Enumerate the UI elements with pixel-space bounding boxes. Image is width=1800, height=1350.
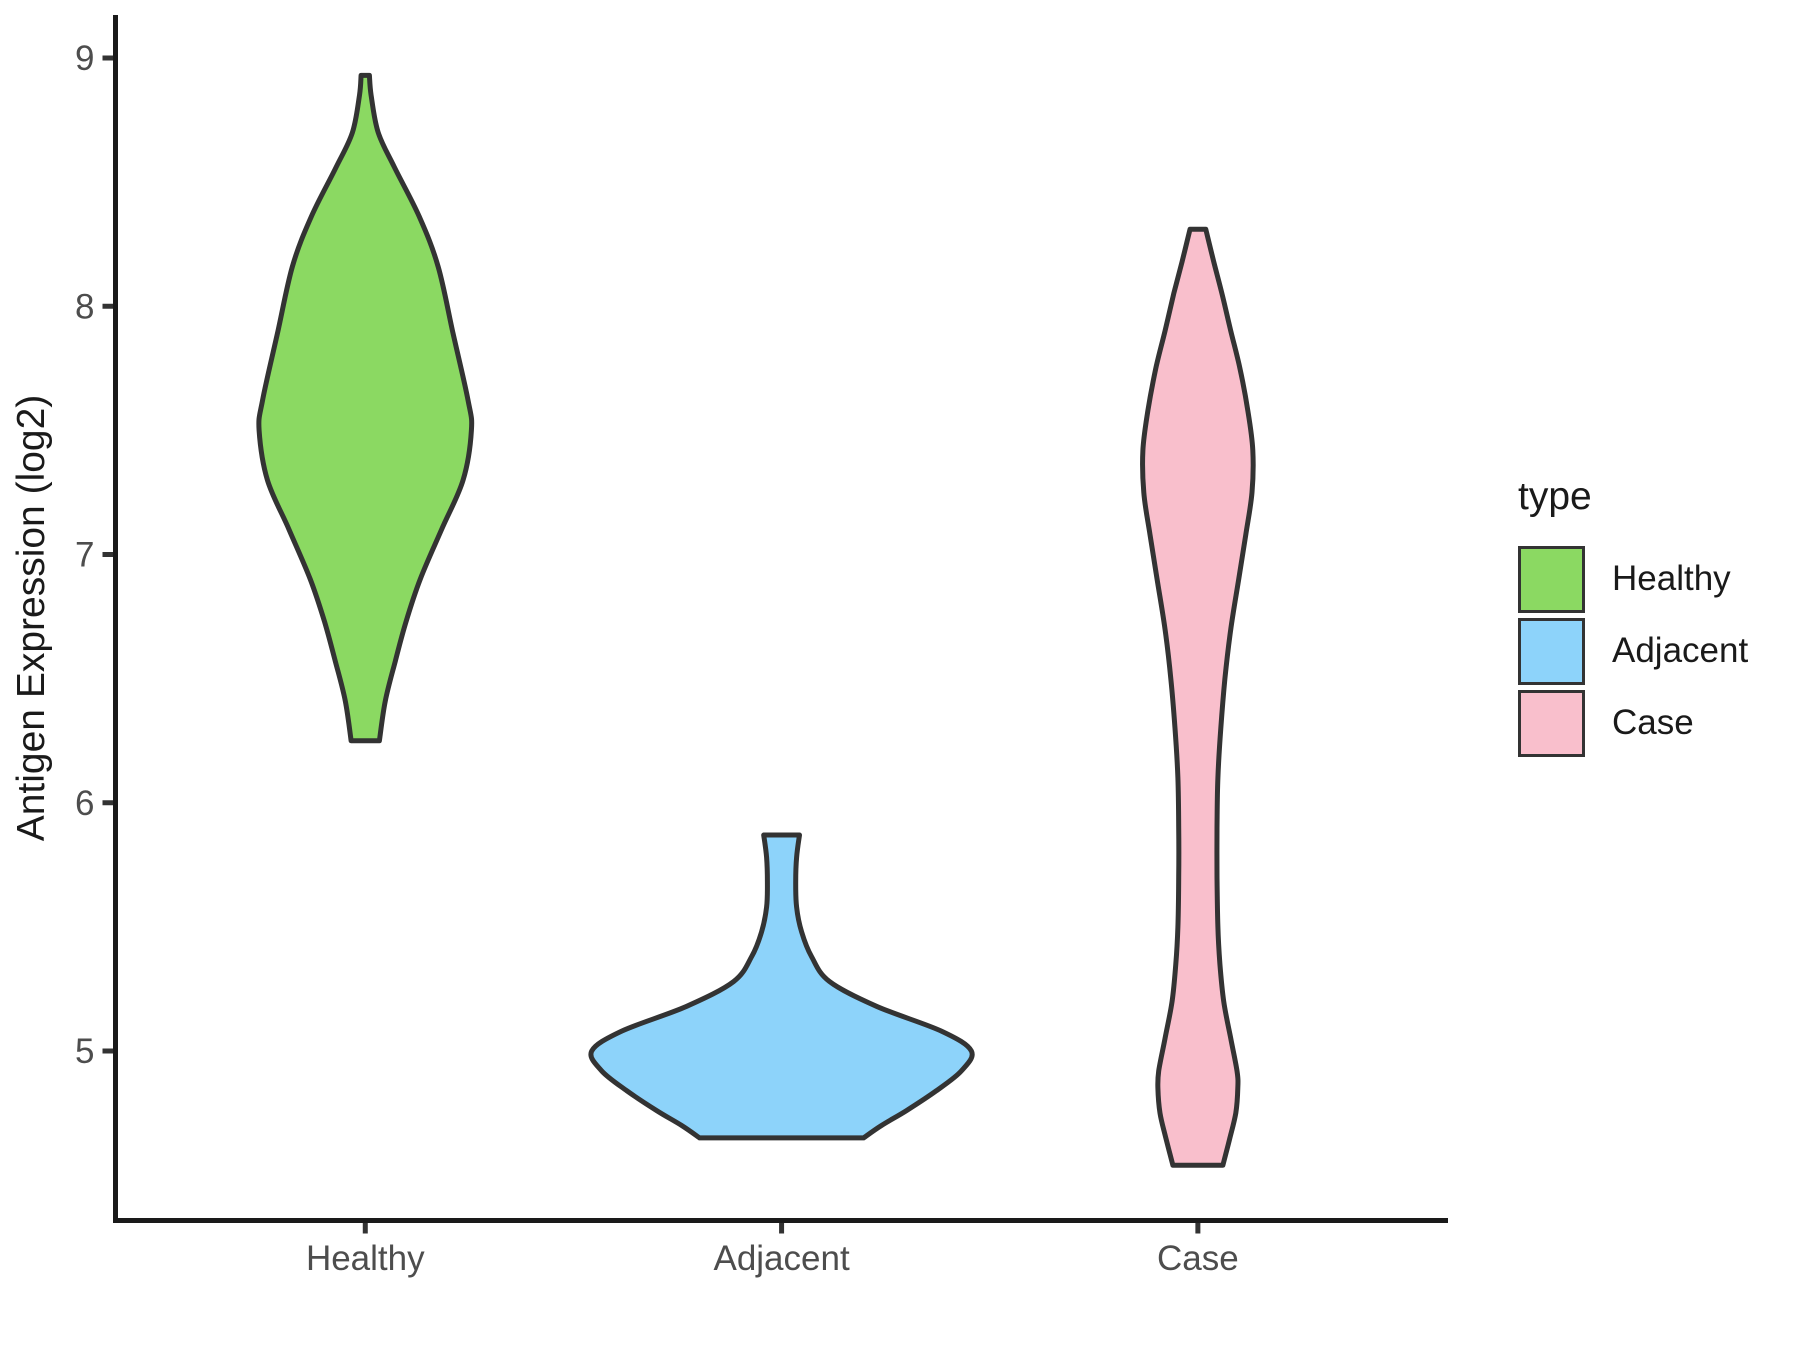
legend: type Healthy Adjacent Case xyxy=(1518,474,1748,761)
legend-swatch-adjacent xyxy=(1518,617,1585,685)
y-tick-label: 6 xyxy=(75,784,94,823)
legend-swatch-case xyxy=(1518,689,1585,757)
y-tick-label: 9 xyxy=(75,39,94,78)
y-tick-label: 7 xyxy=(75,536,94,575)
legend-label-adjacent: Adjacent xyxy=(1612,631,1749,670)
legend-item-adjacent: Adjacent xyxy=(1518,617,1748,685)
legend-item-case: Case xyxy=(1518,689,1748,757)
legend-label-healthy: Healthy xyxy=(1612,559,1731,598)
x-tick-label-case: Case xyxy=(1157,1239,1239,1278)
legend-swatch-healthy xyxy=(1518,545,1585,613)
y-tick-label: 5 xyxy=(75,1032,94,1071)
violin-healthy xyxy=(256,72,475,744)
legend-label-case: Case xyxy=(1612,703,1694,742)
violin-case xyxy=(1140,226,1256,1168)
legend-title: type xyxy=(1518,475,1592,518)
violin-adjacent xyxy=(588,832,975,1141)
y-tick-label: 8 xyxy=(75,287,94,326)
x-tick-label-healthy: Healthy xyxy=(306,1239,425,1278)
x-tick-label-adjacent: Adjacent xyxy=(713,1239,849,1278)
legend-item-healthy: Healthy xyxy=(1518,545,1748,613)
y-axis-title: Antigen Expression (log2) xyxy=(10,395,53,842)
